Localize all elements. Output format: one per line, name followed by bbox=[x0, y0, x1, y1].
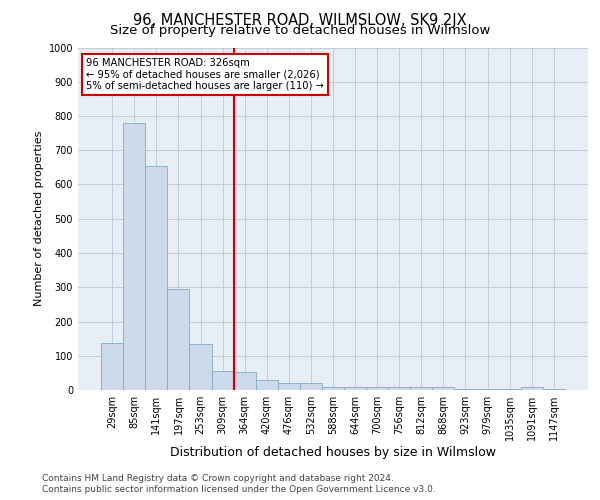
Bar bbox=[256, 380, 278, 390]
Bar bbox=[410, 386, 433, 390]
Bar bbox=[433, 386, 454, 390]
Bar bbox=[145, 166, 167, 390]
Bar bbox=[322, 386, 344, 390]
Bar bbox=[521, 386, 543, 390]
X-axis label: Distribution of detached houses by size in Wilmslow: Distribution of detached houses by size … bbox=[170, 446, 496, 459]
Bar bbox=[190, 344, 212, 390]
Text: 96, MANCHESTER ROAD, WILMSLOW, SK9 2JX: 96, MANCHESTER ROAD, WILMSLOW, SK9 2JX bbox=[133, 12, 467, 28]
Bar bbox=[344, 386, 366, 390]
Bar bbox=[123, 123, 145, 390]
Bar bbox=[233, 372, 256, 390]
Bar bbox=[212, 371, 233, 390]
Bar bbox=[167, 289, 190, 390]
Y-axis label: Number of detached properties: Number of detached properties bbox=[34, 131, 44, 306]
Text: Contains HM Land Registry data © Crown copyright and database right 2024.
Contai: Contains HM Land Registry data © Crown c… bbox=[42, 474, 436, 494]
Text: Size of property relative to detached houses in Wilmslow: Size of property relative to detached ho… bbox=[110, 24, 490, 37]
Bar bbox=[366, 386, 388, 390]
Bar bbox=[300, 383, 322, 390]
Bar bbox=[388, 386, 410, 390]
Bar bbox=[278, 383, 300, 390]
Bar bbox=[101, 342, 123, 390]
Text: 96 MANCHESTER ROAD: 326sqm
← 95% of detached houses are smaller (2,026)
5% of se: 96 MANCHESTER ROAD: 326sqm ← 95% of deta… bbox=[86, 58, 323, 91]
